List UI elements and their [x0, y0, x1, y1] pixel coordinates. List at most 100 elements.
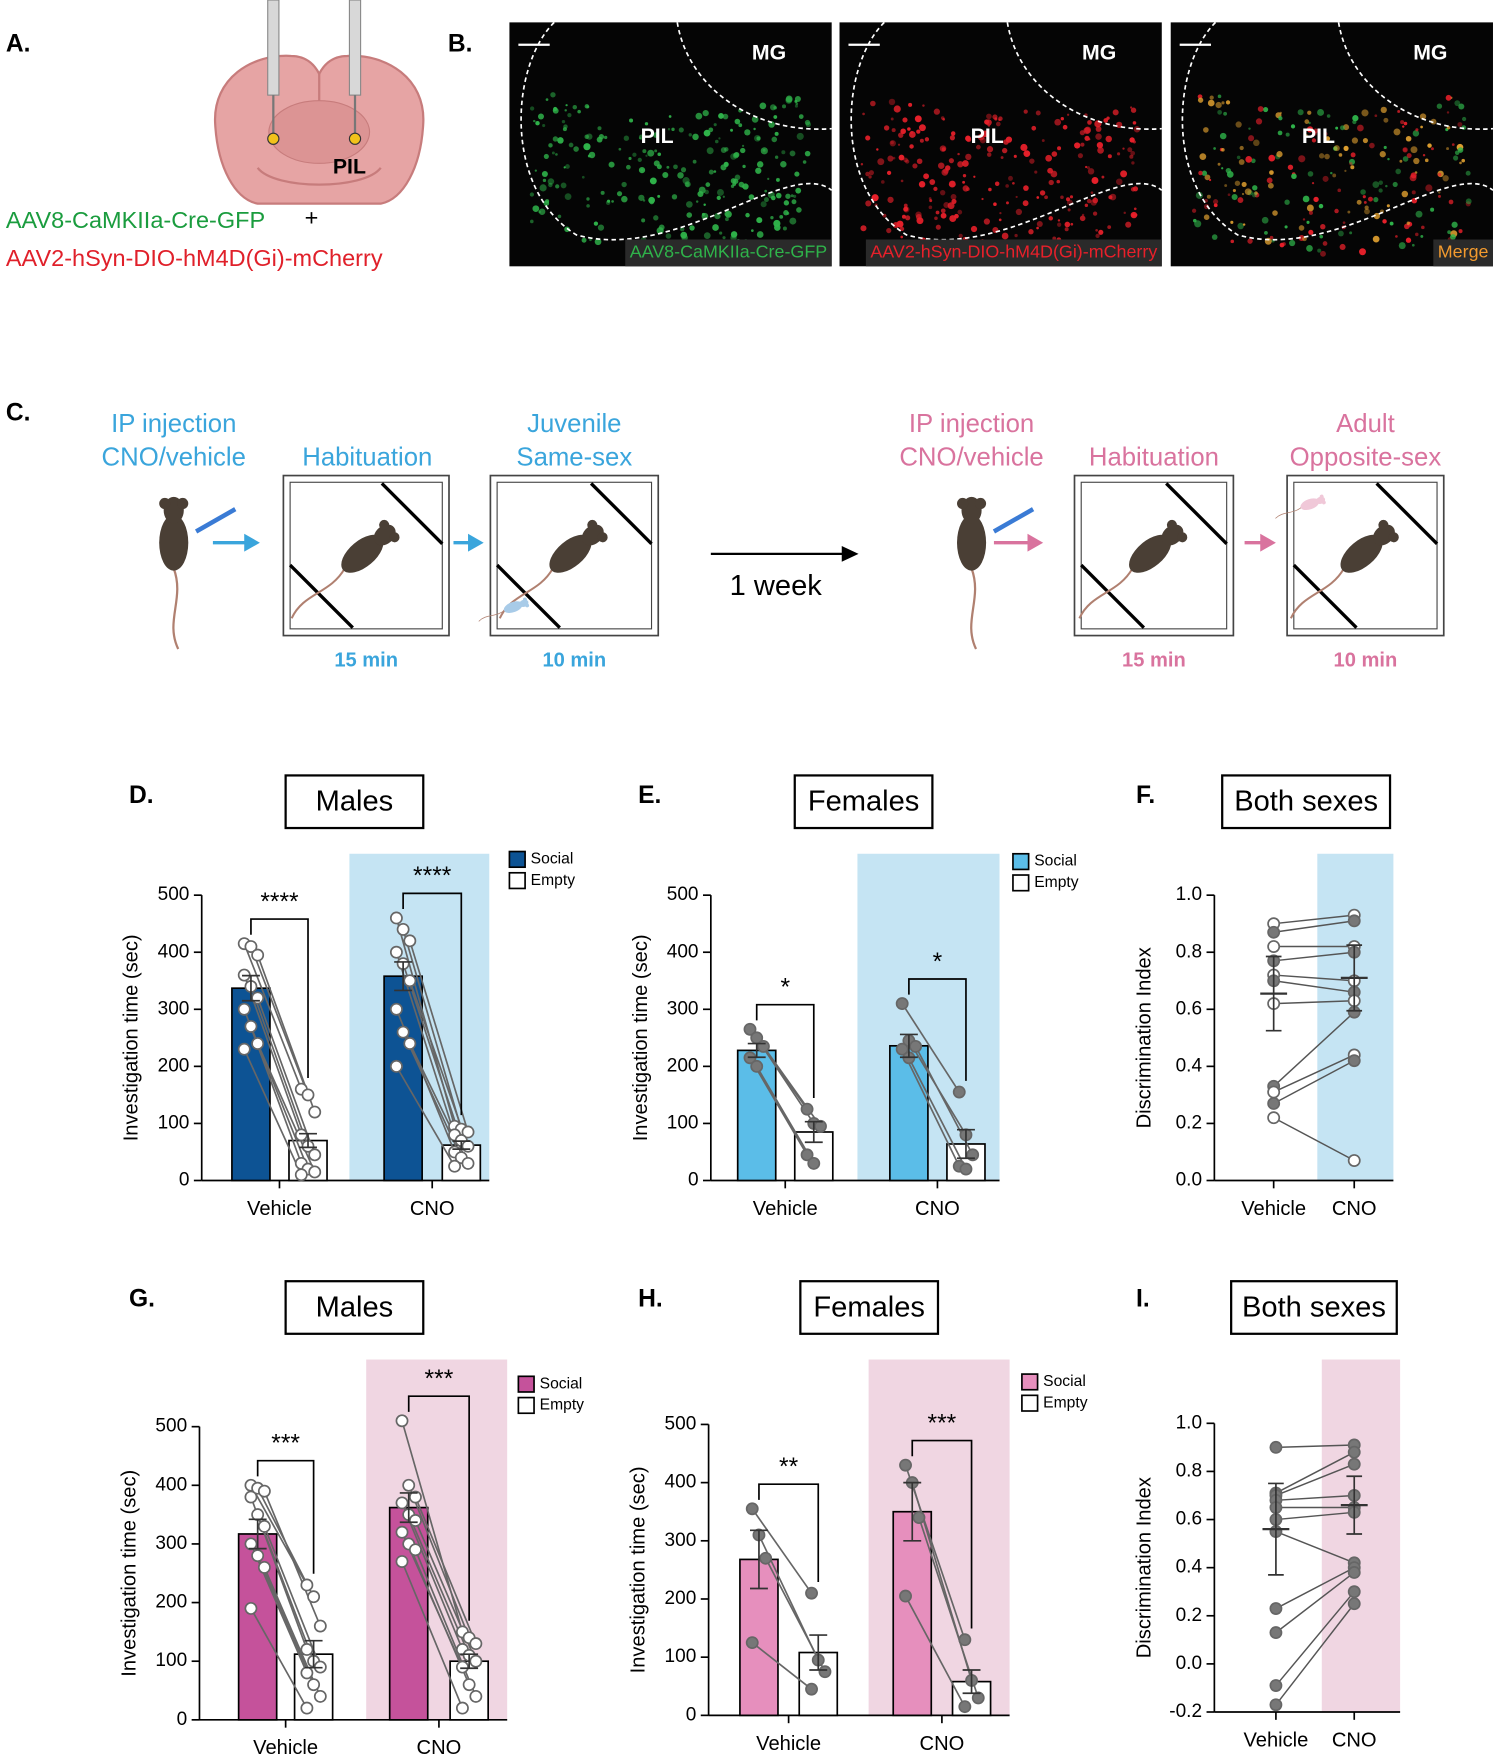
y-tick-label: 500: [667, 884, 699, 905]
cell: [1123, 211, 1126, 215]
data-point: [244, 1490, 258, 1504]
cell: [1086, 198, 1092, 204]
cell: [868, 170, 874, 176]
cell: [1263, 106, 1269, 113]
cell: [1077, 153, 1084, 159]
treatment-highlight: [868, 1359, 1010, 1716]
cell: [642, 149, 647, 154]
cell: [1231, 194, 1238, 201]
cell: [1125, 221, 1132, 228]
cell: [538, 208, 546, 215]
cell: [692, 133, 699, 141]
cell: [1268, 154, 1276, 162]
cell: [888, 98, 896, 106]
cell: [714, 212, 721, 220]
x-tick-label: Vehicle: [753, 1198, 818, 1220]
cell: [543, 153, 549, 160]
cell: [1217, 109, 1222, 115]
cell: [785, 97, 793, 104]
error-bar: [1346, 1475, 1363, 1535]
data-point: [1347, 1154, 1361, 1167]
cell: [1087, 120, 1092, 125]
cell: [1419, 113, 1427, 120]
cell: [629, 118, 634, 123]
cell: [918, 181, 926, 188]
cell: [1291, 173, 1297, 180]
panel-label: D.: [129, 782, 154, 809]
cell: [1090, 191, 1094, 195]
cell: [534, 169, 537, 172]
cell: [723, 161, 729, 167]
cell: [918, 124, 926, 132]
pair-line: [1275, 1494, 1355, 1502]
data-point: [745, 1502, 759, 1516]
brain-illustration: [214, 0, 425, 205]
cell: [581, 237, 587, 243]
boundary: [1337, 22, 1494, 130]
cell: [685, 201, 693, 208]
error-bar: [452, 1140, 471, 1150]
pair-line: [1273, 1011, 1355, 1087]
cell: [724, 210, 732, 218]
data-point: [455, 1660, 469, 1674]
cell: [951, 198, 957, 204]
cell: [901, 214, 906, 219]
cell: [881, 180, 885, 184]
cell: [1236, 155, 1241, 160]
data-point: [1347, 1566, 1361, 1579]
cell: [702, 109, 709, 117]
cell: [1427, 143, 1432, 148]
data-point: [237, 1002, 251, 1016]
cell: [741, 144, 745, 148]
cell: [994, 181, 1000, 186]
cell: [1420, 234, 1424, 238]
cell: [796, 132, 804, 140]
cell: [724, 147, 729, 152]
cell: [939, 189, 946, 196]
cell: [1465, 198, 1472, 205]
cell: [1402, 147, 1408, 153]
data-point: [251, 1549, 265, 1563]
cell: [561, 119, 566, 124]
pair-line: [263, 1526, 322, 1668]
cell: [998, 118, 1001, 122]
pair-line: [1275, 1511, 1355, 1521]
data-point: [759, 1551, 773, 1565]
mouse-tail: [1289, 568, 1345, 619]
data-point: [455, 1701, 469, 1715]
cell: [1217, 162, 1221, 166]
cell: [948, 180, 956, 188]
cell: [1238, 159, 1245, 165]
cell: [722, 236, 726, 240]
cell: [1304, 133, 1308, 137]
y-tick-label: 500: [155, 1416, 187, 1437]
cell: [1234, 180, 1241, 186]
cell: [1203, 214, 1210, 220]
cell: [771, 136, 778, 143]
data-point: [294, 1128, 308, 1142]
cell: [1337, 188, 1342, 193]
cell: [794, 104, 799, 108]
pair-line: [256, 1555, 315, 1685]
cell: [1213, 203, 1218, 208]
cell: [583, 143, 591, 151]
error-bar: [1346, 944, 1363, 1012]
data-point: [251, 991, 265, 1005]
cell: [1242, 223, 1246, 226]
duration-label: 10 min: [1334, 650, 1398, 672]
cell: [1195, 191, 1203, 199]
mouse-ear: [974, 497, 987, 510]
cell: [947, 202, 955, 210]
cell: [1201, 170, 1208, 176]
cell: [979, 137, 986, 144]
data-point: [389, 911, 403, 925]
cell: [1014, 233, 1018, 238]
data-point: [971, 1691, 985, 1705]
cell: [909, 131, 916, 138]
cell: [994, 117, 998, 121]
y-tick-label: 100: [665, 1646, 697, 1667]
cell: [667, 128, 671, 131]
cell: [533, 119, 536, 123]
cell: [1343, 145, 1349, 151]
cell: [1289, 239, 1296, 247]
